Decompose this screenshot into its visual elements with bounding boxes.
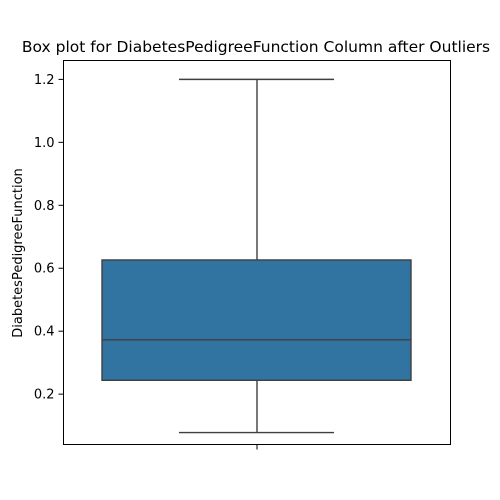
box-plot xyxy=(101,78,412,434)
y-tick-label: 0.6 xyxy=(34,262,55,277)
interquartile-box xyxy=(101,259,412,381)
y-tick-label: 0.4 xyxy=(34,325,55,340)
y-tick-label: 0.2 xyxy=(34,388,55,403)
y-tick-label: 0.8 xyxy=(34,199,55,214)
y-axis-label: DiabetesPedigreeFunction xyxy=(11,168,26,338)
chart-title: Box plot for DiabetesPedigreeFunction Co… xyxy=(22,38,490,56)
y-tick-label: 1.2 xyxy=(34,73,55,88)
y-axis-ticks: 0.2 0.4 0.6 0.8 1.0 1.2 xyxy=(34,73,64,403)
y-tick-label: 1.0 xyxy=(34,136,55,151)
